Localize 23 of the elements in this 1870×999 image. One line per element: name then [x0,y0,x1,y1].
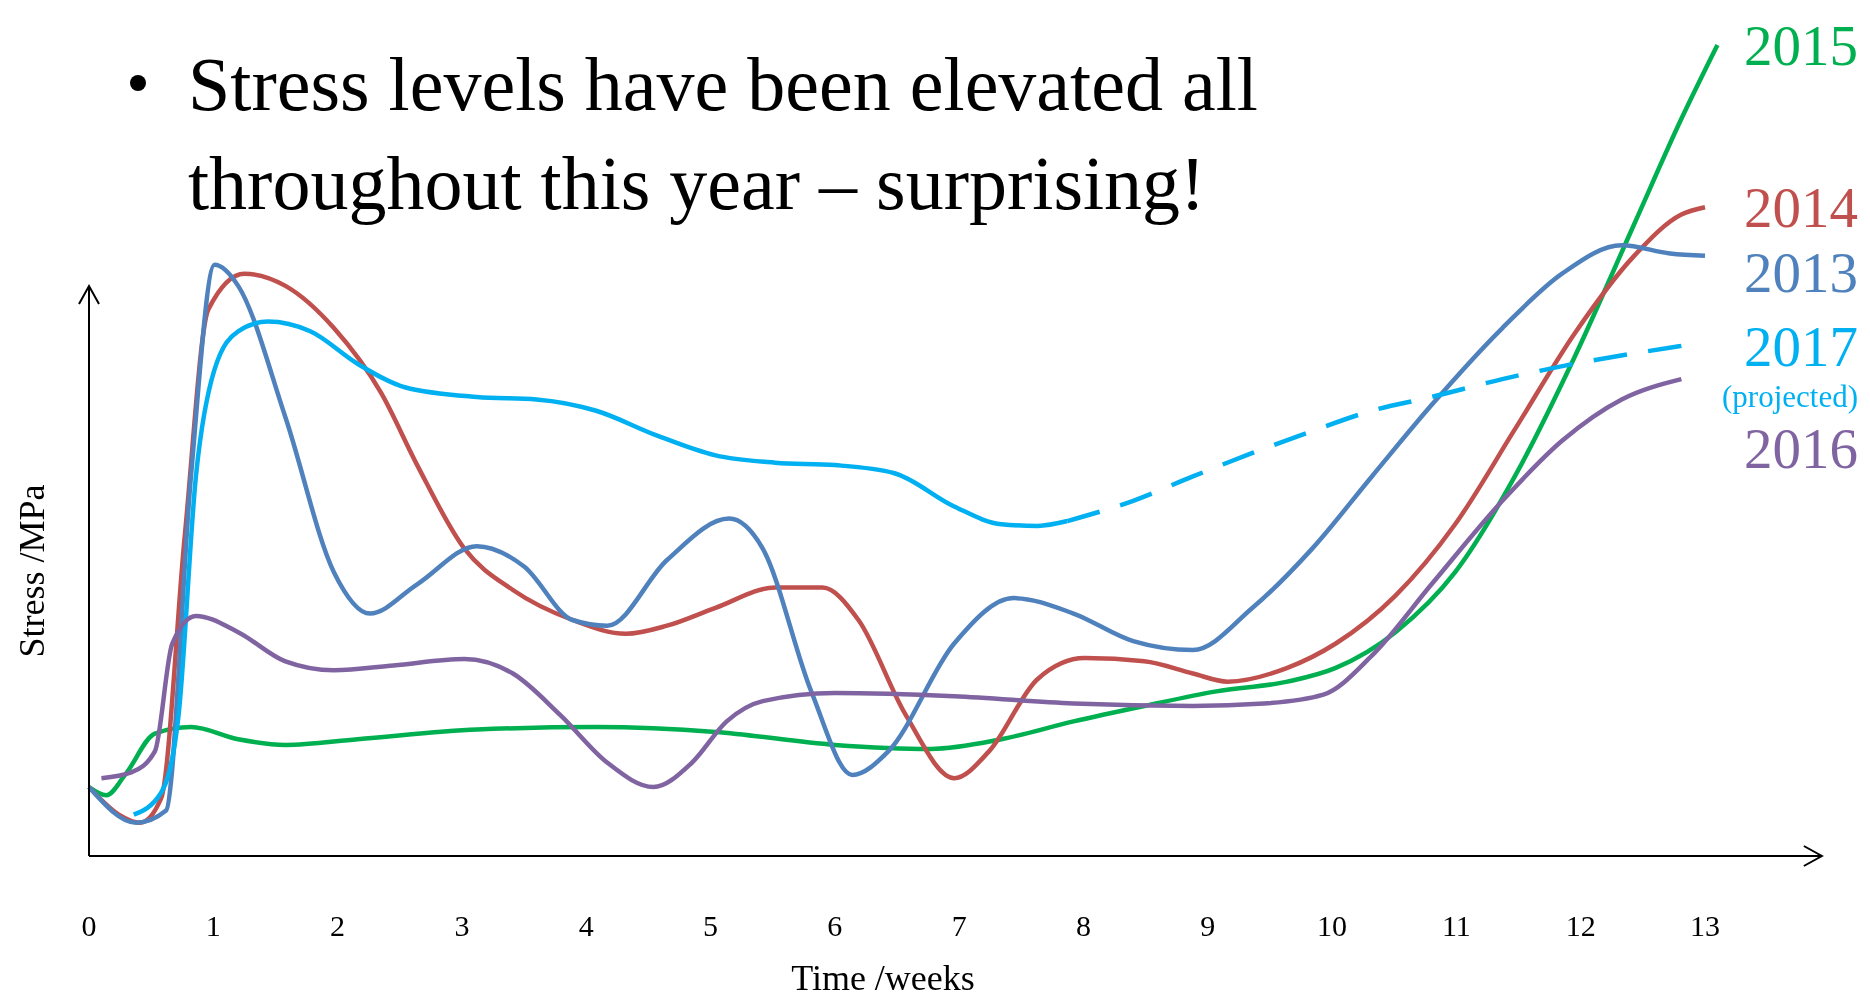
x-tick-label: 9 [1200,909,1216,942]
text: Stress levels have been elevated all throughout this year – surprising! [188,42,1258,225]
series-label: 2013 [1744,241,1858,305]
y-axis-title: Stress /MPa [12,484,52,658]
annotation: (projected) [1722,378,1858,414]
x-tick-label: 8 [1075,909,1091,942]
x-tick-label: 1 [205,909,221,942]
x-tick-label: 12 [1565,909,1596,942]
x-tick-label: 13 [1690,909,1720,942]
x-tick-label: 2 [330,909,346,942]
series-label: 2016 [1744,416,1858,480]
x-tick-label: 10 [1317,909,1348,942]
x-axis-title: Time /weeks [791,958,975,998]
x-tick-label: 4 [578,909,594,942]
series-label: 2014 [1744,176,1858,240]
x-tick-label: 0 [81,909,97,942]
x-tick-label: 5 [703,909,719,942]
x-tick-label: 11 [1441,909,1471,942]
x-tick-label: 3 [454,909,470,942]
x-tick-label: 6 [827,909,843,942]
series-label: 2015 [1744,13,1858,77]
x-tick-label: 7 [951,909,967,942]
series-label: 2017 [1744,314,1858,378]
